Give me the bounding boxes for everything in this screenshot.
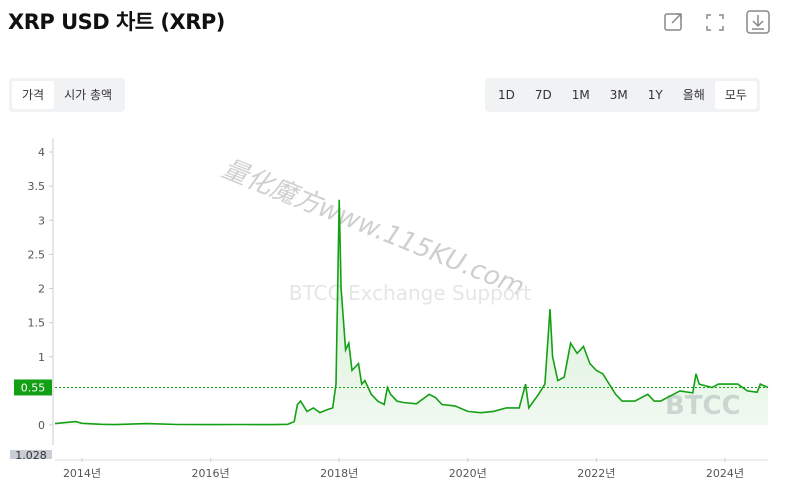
toolbar-icons[interactable] xyxy=(662,10,772,36)
x-tick-label: 2016년 xyxy=(192,467,230,480)
range-button[interactable]: 3M xyxy=(609,88,628,102)
y-tick-label: 4 xyxy=(38,146,45,159)
volume-label: 1.028 xyxy=(15,449,47,462)
x-tick-label: 2022년 xyxy=(577,467,615,480)
x-tick-label: 2014년 xyxy=(63,467,101,480)
tab-group: 가격 시가 총액 xyxy=(9,78,126,112)
y-tick-label: 3.5 xyxy=(28,180,46,193)
y-tick-label: 1 xyxy=(38,351,45,364)
range-button[interactable]: 올해 xyxy=(682,88,705,102)
tab[interactable]: 시가 총액 xyxy=(64,88,113,102)
title: XRP USD 차트 (XRP) xyxy=(8,10,225,34)
y-tick-label: 3 xyxy=(38,214,45,227)
tab[interactable]: 가격 xyxy=(12,81,55,109)
current-price-label: 0.55 xyxy=(21,381,46,394)
watermark: BTCC Exchange Support xyxy=(289,281,531,305)
current-price-box xyxy=(14,379,52,396)
x-tick-label: 2024년 xyxy=(706,467,744,480)
range-group: 1D 7D 1M 3M 1Y 올해 모두 xyxy=(485,78,760,112)
range-button[interactable]: 모두 xyxy=(714,81,757,109)
y-tick-label: 2.5 xyxy=(28,248,46,261)
price-line xyxy=(54,199,769,426)
y-tick-label: 0 xyxy=(38,419,45,432)
y-tick-label: 1.5 xyxy=(28,317,46,330)
area-fill xyxy=(55,199,768,425)
range-button[interactable]: 1M xyxy=(571,88,590,102)
volume-box xyxy=(10,450,52,459)
range-button[interactable]: 1D xyxy=(498,88,515,102)
x-tick-label: 2018년 xyxy=(320,467,358,480)
range-button[interactable]: 1Y xyxy=(647,88,663,102)
y-tick-label: 2 xyxy=(38,283,45,296)
range-button[interactable]: 7D xyxy=(534,88,552,102)
x-tick-label: 2020년 xyxy=(449,467,487,480)
